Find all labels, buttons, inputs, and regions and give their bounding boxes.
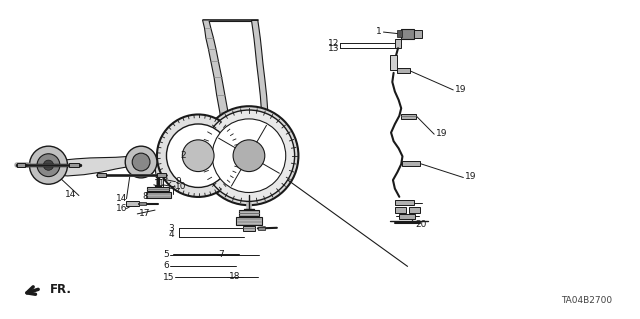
Text: 10: 10 (175, 182, 187, 191)
Text: FR.: FR. (51, 283, 72, 296)
Circle shape (204, 110, 294, 201)
Text: 13: 13 (328, 44, 339, 53)
Circle shape (132, 153, 150, 171)
Text: 14: 14 (116, 194, 127, 203)
Polygon shape (258, 226, 266, 230)
Polygon shape (414, 30, 422, 38)
Text: 18: 18 (228, 272, 240, 281)
Text: 19: 19 (454, 85, 466, 94)
Polygon shape (33, 156, 168, 178)
Polygon shape (239, 210, 259, 216)
Text: 2: 2 (180, 151, 186, 160)
Polygon shape (397, 31, 403, 37)
Text: 12: 12 (328, 39, 339, 48)
Text: 7: 7 (218, 250, 224, 259)
Polygon shape (157, 173, 166, 177)
Polygon shape (97, 173, 106, 177)
Polygon shape (243, 226, 255, 231)
Text: 19: 19 (435, 129, 447, 138)
Circle shape (233, 140, 265, 172)
Text: 1: 1 (376, 27, 382, 36)
Text: 6: 6 (163, 261, 169, 270)
Polygon shape (403, 161, 420, 167)
Text: 20: 20 (415, 220, 426, 229)
Polygon shape (399, 214, 415, 219)
Text: 5: 5 (163, 250, 169, 259)
Polygon shape (395, 200, 414, 205)
Circle shape (125, 146, 157, 178)
Polygon shape (228, 190, 236, 194)
Polygon shape (139, 202, 145, 205)
Polygon shape (145, 192, 171, 198)
Text: 9: 9 (175, 176, 181, 186)
Polygon shape (395, 39, 401, 48)
Polygon shape (236, 217, 262, 225)
Circle shape (166, 124, 230, 188)
Polygon shape (126, 201, 138, 206)
Text: 14: 14 (65, 190, 76, 199)
Text: 8: 8 (142, 192, 148, 201)
Polygon shape (252, 20, 269, 141)
Circle shape (44, 160, 54, 170)
Polygon shape (17, 163, 25, 167)
Polygon shape (401, 29, 414, 39)
Polygon shape (147, 187, 169, 191)
Polygon shape (397, 68, 410, 73)
Text: 16: 16 (116, 204, 127, 213)
Circle shape (157, 115, 239, 197)
Text: TA04B2700: TA04B2700 (561, 296, 612, 305)
Text: 11: 11 (154, 179, 165, 188)
Circle shape (212, 119, 285, 192)
Polygon shape (218, 140, 279, 191)
Polygon shape (262, 190, 271, 194)
Circle shape (37, 154, 60, 177)
Circle shape (200, 106, 298, 205)
Circle shape (29, 146, 67, 184)
Polygon shape (203, 20, 231, 139)
Text: 17: 17 (139, 209, 150, 219)
Text: 3: 3 (168, 224, 174, 233)
Text: 19: 19 (465, 172, 476, 182)
Polygon shape (69, 163, 79, 167)
Polygon shape (401, 114, 417, 119)
Text: 15: 15 (163, 273, 174, 282)
Text: 4: 4 (168, 230, 174, 239)
Polygon shape (409, 207, 420, 213)
Polygon shape (390, 55, 397, 70)
Circle shape (182, 140, 214, 172)
Polygon shape (395, 207, 406, 213)
